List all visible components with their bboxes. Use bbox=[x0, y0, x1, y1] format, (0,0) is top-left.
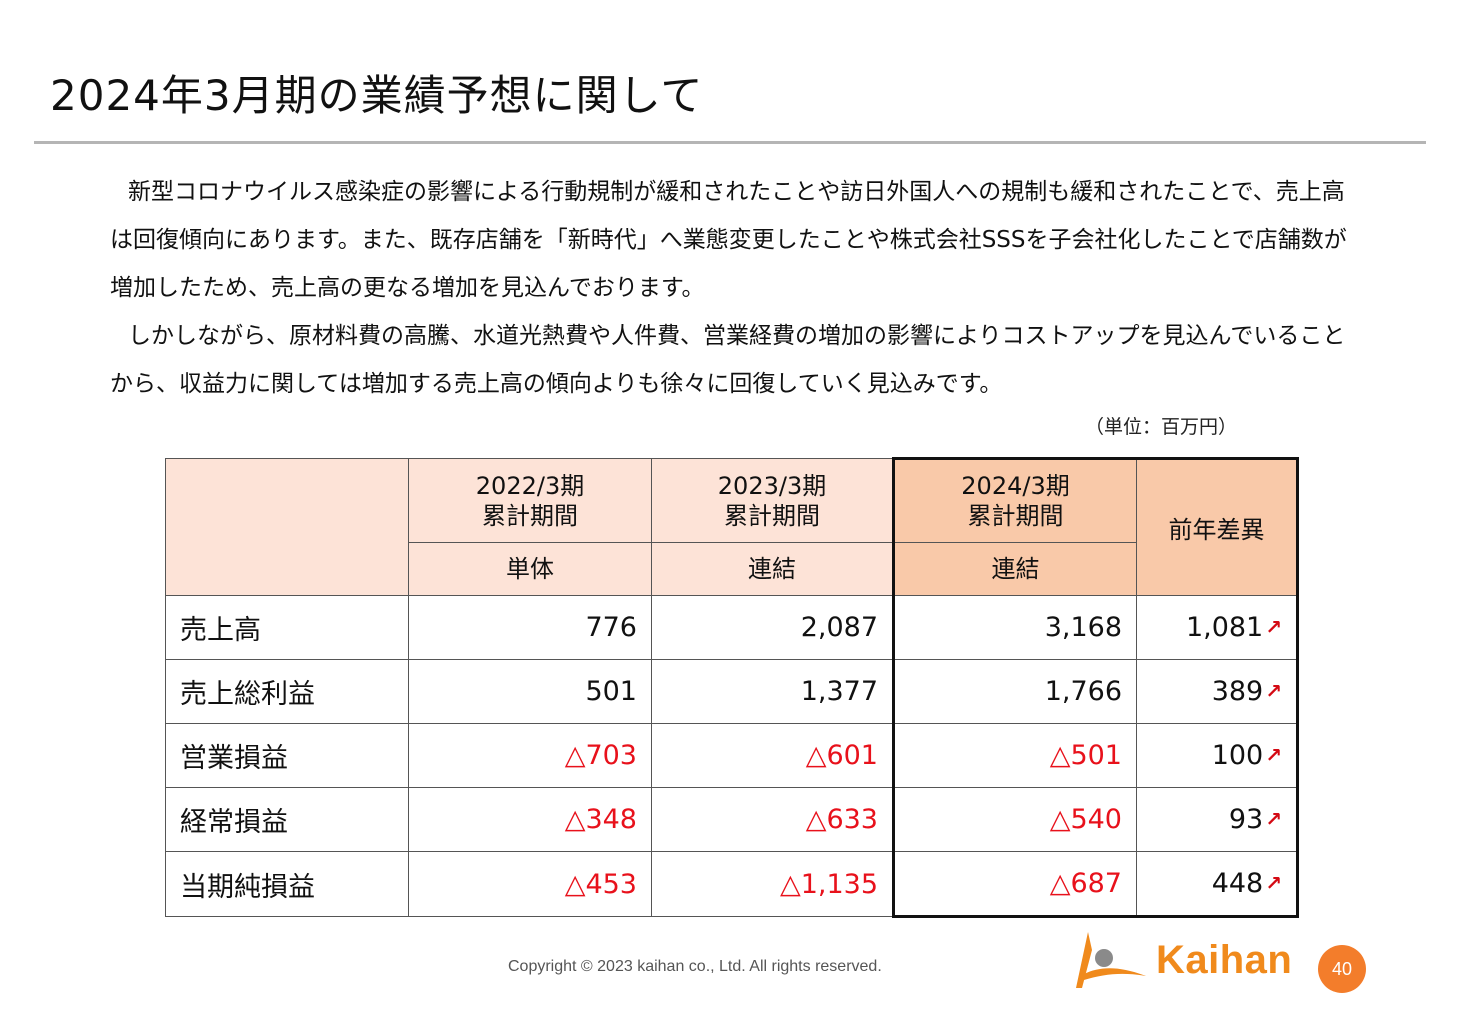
diff-cell: 93 ↗ bbox=[1136, 787, 1299, 852]
period-year: 2023/3期 bbox=[717, 471, 827, 500]
table-row: 売上総利益 501 1,377 1,766 389 ↗ bbox=[165, 659, 1299, 724]
kaihan-logo: Kaihan bbox=[1070, 930, 1310, 992]
up-right-arrow-icon: ↗ bbox=[1265, 615, 1282, 639]
value-2022: △348 bbox=[408, 787, 652, 852]
paragraph-1: 新型コロナウイルス感染症の影響による行動規制が緩和されたことや訪日外国人への規制… bbox=[110, 179, 1347, 301]
row-label: 経常損益 bbox=[165, 787, 409, 852]
table-row: 経常損益 △348 △633 △540 93 ↗ bbox=[165, 787, 1299, 852]
diff-value: 100 bbox=[1211, 740, 1264, 771]
row-label: 売上高 bbox=[165, 595, 409, 660]
period-header-2023: 2023/3期 累計期間 bbox=[651, 458, 894, 543]
body-text: 新型コロナウイルス感染症の影響による行動規制が緩和されたことや訪日外国人への規制… bbox=[110, 168, 1360, 408]
diff-value: 1,081 bbox=[1185, 612, 1264, 643]
diff-value: 389 bbox=[1211, 676, 1264, 707]
title-divider bbox=[34, 141, 1426, 144]
diff-value: 93 bbox=[1228, 804, 1264, 835]
table-row: 売上高 776 2,087 3,168 1,081 ↗ bbox=[165, 595, 1299, 660]
row-label: 営業損益 bbox=[165, 723, 409, 788]
value-2022: △703 bbox=[408, 723, 652, 788]
value-2023: △1,135 bbox=[651, 851, 894, 917]
value-2023: △601 bbox=[651, 723, 894, 788]
row-label: 売上総利益 bbox=[165, 659, 409, 724]
up-right-arrow-icon: ↗ bbox=[1265, 807, 1282, 831]
value-2023: △633 bbox=[651, 787, 894, 852]
page-number: 40 bbox=[1318, 945, 1366, 993]
table-row: 当期純損益 △453 △1,135 △687 448 ↗ bbox=[165, 851, 1299, 918]
value-2023: 2,087 bbox=[651, 595, 894, 660]
earnings-forecast-table: 2022/3期 累計期間 2023/3期 累計期間 2024/3期 累計期間 前… bbox=[165, 457, 1299, 918]
diff-cell: 448 ↗ bbox=[1136, 851, 1299, 918]
basis-2023: 連結 bbox=[651, 542, 894, 596]
logo-text: Kaihan bbox=[1156, 938, 1293, 982]
table-row: 営業損益 △703 △601 △501 100 ↗ bbox=[165, 723, 1299, 788]
period-span: 累計期間 bbox=[967, 502, 1064, 530]
basis-2022: 単体 bbox=[408, 542, 652, 596]
up-right-arrow-icon: ↗ bbox=[1265, 743, 1282, 767]
value-2024: 3,168 bbox=[892, 595, 1137, 660]
slide-title: 2024年3月期の業績予想に関して bbox=[50, 71, 704, 120]
basis-2024: 連結 bbox=[892, 542, 1137, 596]
row-label: 当期純損益 bbox=[165, 851, 409, 917]
value-2024: △501 bbox=[892, 723, 1137, 788]
period-span: 累計期間 bbox=[482, 501, 578, 530]
value-2022: 501 bbox=[408, 659, 652, 724]
runner-logo-icon bbox=[1076, 932, 1146, 988]
value-2022: △453 bbox=[408, 851, 652, 917]
period-header-2024: 2024/3期 累計期間 bbox=[892, 457, 1137, 543]
paragraph-2: しかしながら、原材料費の高騰、水道光熱費や人件費、営業経費の増加の影響によりコス… bbox=[110, 323, 1346, 397]
value-2024: 1,766 bbox=[892, 659, 1137, 724]
period-span: 累計期間 bbox=[724, 501, 820, 530]
value-2024: △687 bbox=[892, 851, 1137, 918]
period-header-2022: 2022/3期 累計期間 bbox=[408, 458, 652, 543]
value-2024: △540 bbox=[892, 787, 1137, 852]
diff-cell: 389 ↗ bbox=[1136, 659, 1299, 724]
table-corner-cell bbox=[165, 458, 409, 596]
copyright-notice: Copyright © 2023 kaihan co., Ltd. All ri… bbox=[508, 958, 882, 975]
diff-cell: 100 ↗ bbox=[1136, 723, 1299, 788]
period-year: 2022/3期 bbox=[475, 471, 585, 500]
up-right-arrow-icon: ↗ bbox=[1265, 871, 1282, 895]
value-2022: 776 bbox=[408, 595, 652, 660]
diff-value: 448 bbox=[1211, 868, 1264, 899]
unit-note: （単位：百万円） bbox=[1085, 416, 1238, 438]
diff-header: 前年差異 bbox=[1136, 457, 1299, 596]
value-2023: 1,377 bbox=[651, 659, 894, 724]
period-year: 2024/3期 bbox=[961, 472, 1070, 500]
up-right-arrow-icon: ↗ bbox=[1265, 679, 1282, 703]
diff-cell: 1,081 ↗ bbox=[1136, 595, 1299, 660]
